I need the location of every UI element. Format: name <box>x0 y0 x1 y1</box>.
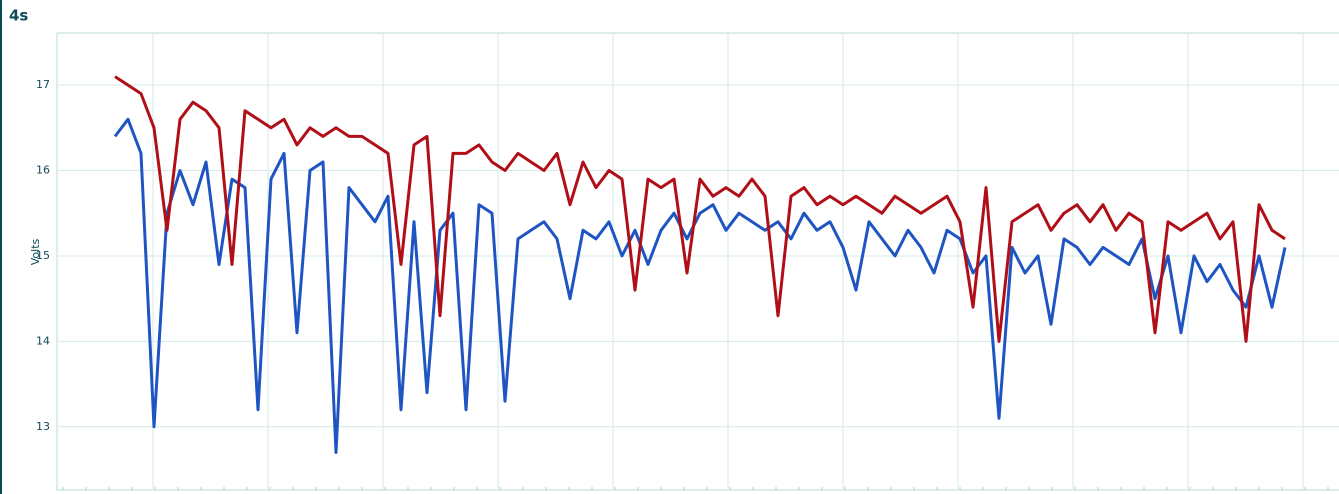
y-tick-label: 15 <box>36 249 50 262</box>
y-tick-label: 17 <box>36 78 50 91</box>
y-tick-label: 16 <box>36 164 50 177</box>
x-grid <box>62 33 1329 490</box>
plot-frame <box>56 32 1339 491</box>
series-line <box>113 117 1287 454</box>
y-tick-label: 13 <box>36 420 50 433</box>
y-tick-label: 14 <box>36 334 50 347</box>
chart-title: 4s <box>9 7 28 25</box>
series-line <box>114 75 1286 343</box>
y-axis-label: Volts <box>29 238 42 265</box>
left-border <box>0 0 2 494</box>
